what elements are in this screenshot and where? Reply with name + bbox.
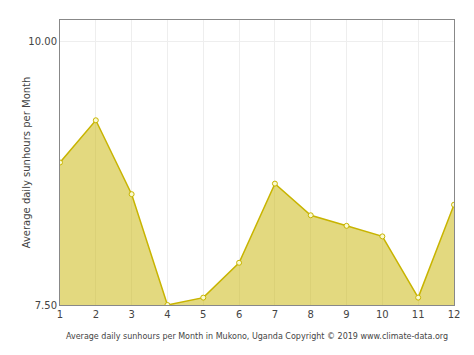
svg-text:11: 11: [412, 309, 425, 320]
svg-text:5: 5: [200, 309, 206, 320]
svg-text:3: 3: [128, 309, 134, 320]
svg-text:10.00: 10.00: [28, 36, 57, 47]
svg-text:1: 1: [57, 309, 63, 320]
svg-text:4: 4: [164, 309, 170, 320]
svg-text:2: 2: [93, 309, 99, 320]
svg-text:10: 10: [376, 309, 389, 320]
svg-text:9: 9: [343, 309, 349, 320]
svg-text:8: 8: [308, 309, 314, 320]
svg-text:Average daily sunhours per Mon: Average daily sunhours per Month: [21, 77, 32, 249]
svg-text:Average daily sunhours per Mon: Average daily sunhours per Month in Muko…: [66, 332, 448, 341]
svg-text:6: 6: [236, 309, 242, 320]
svg-text:7.50: 7.50: [35, 300, 57, 311]
svg-text:7: 7: [272, 309, 278, 320]
svg-text:12: 12: [448, 309, 461, 320]
